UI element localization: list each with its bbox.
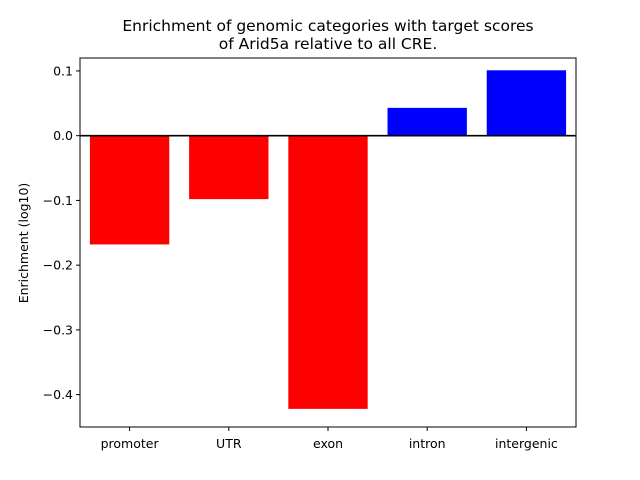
bars-group [89,70,567,409]
x-axis-ticks: promoter UTR exon intron intergenic [101,427,558,451]
y-tick-label: −0.2 [43,258,73,273]
chart-title-line-1: Enrichment of genomic categories with ta… [122,17,533,35]
y-axis-label: Enrichment (log10) [16,183,31,304]
x-tick-label-UTR: UTR [216,436,242,451]
plot-frame [79,57,577,428]
y-tick-label: 0.0 [53,128,73,143]
y-tick-label: −0.1 [43,193,73,208]
y-tick-label: −0.3 [43,322,73,337]
chart-title-line-2: of Arid5a relative to all CRE. [219,35,438,53]
bar-exon [288,135,368,409]
y-tick-label: −0.4 [43,387,73,402]
bar-promoter [89,135,170,245]
x-tick-label-intron: intron [409,436,446,451]
bar-UTR [189,135,269,200]
y-axis-ticks: 0.1 0.0 −0.1 −0.2 −0.3 −0.4 [43,63,80,402]
x-tick-label-intergenic: intergenic [495,436,558,451]
bar-intron [387,107,467,136]
bar-intergenic [486,70,567,136]
x-tick-label-promoter: promoter [101,436,160,451]
chart-title: Enrichment of genomic categories with ta… [122,17,533,53]
x-tick-label-exon: exon [313,436,343,451]
y-tick-label: 0.1 [53,63,73,78]
